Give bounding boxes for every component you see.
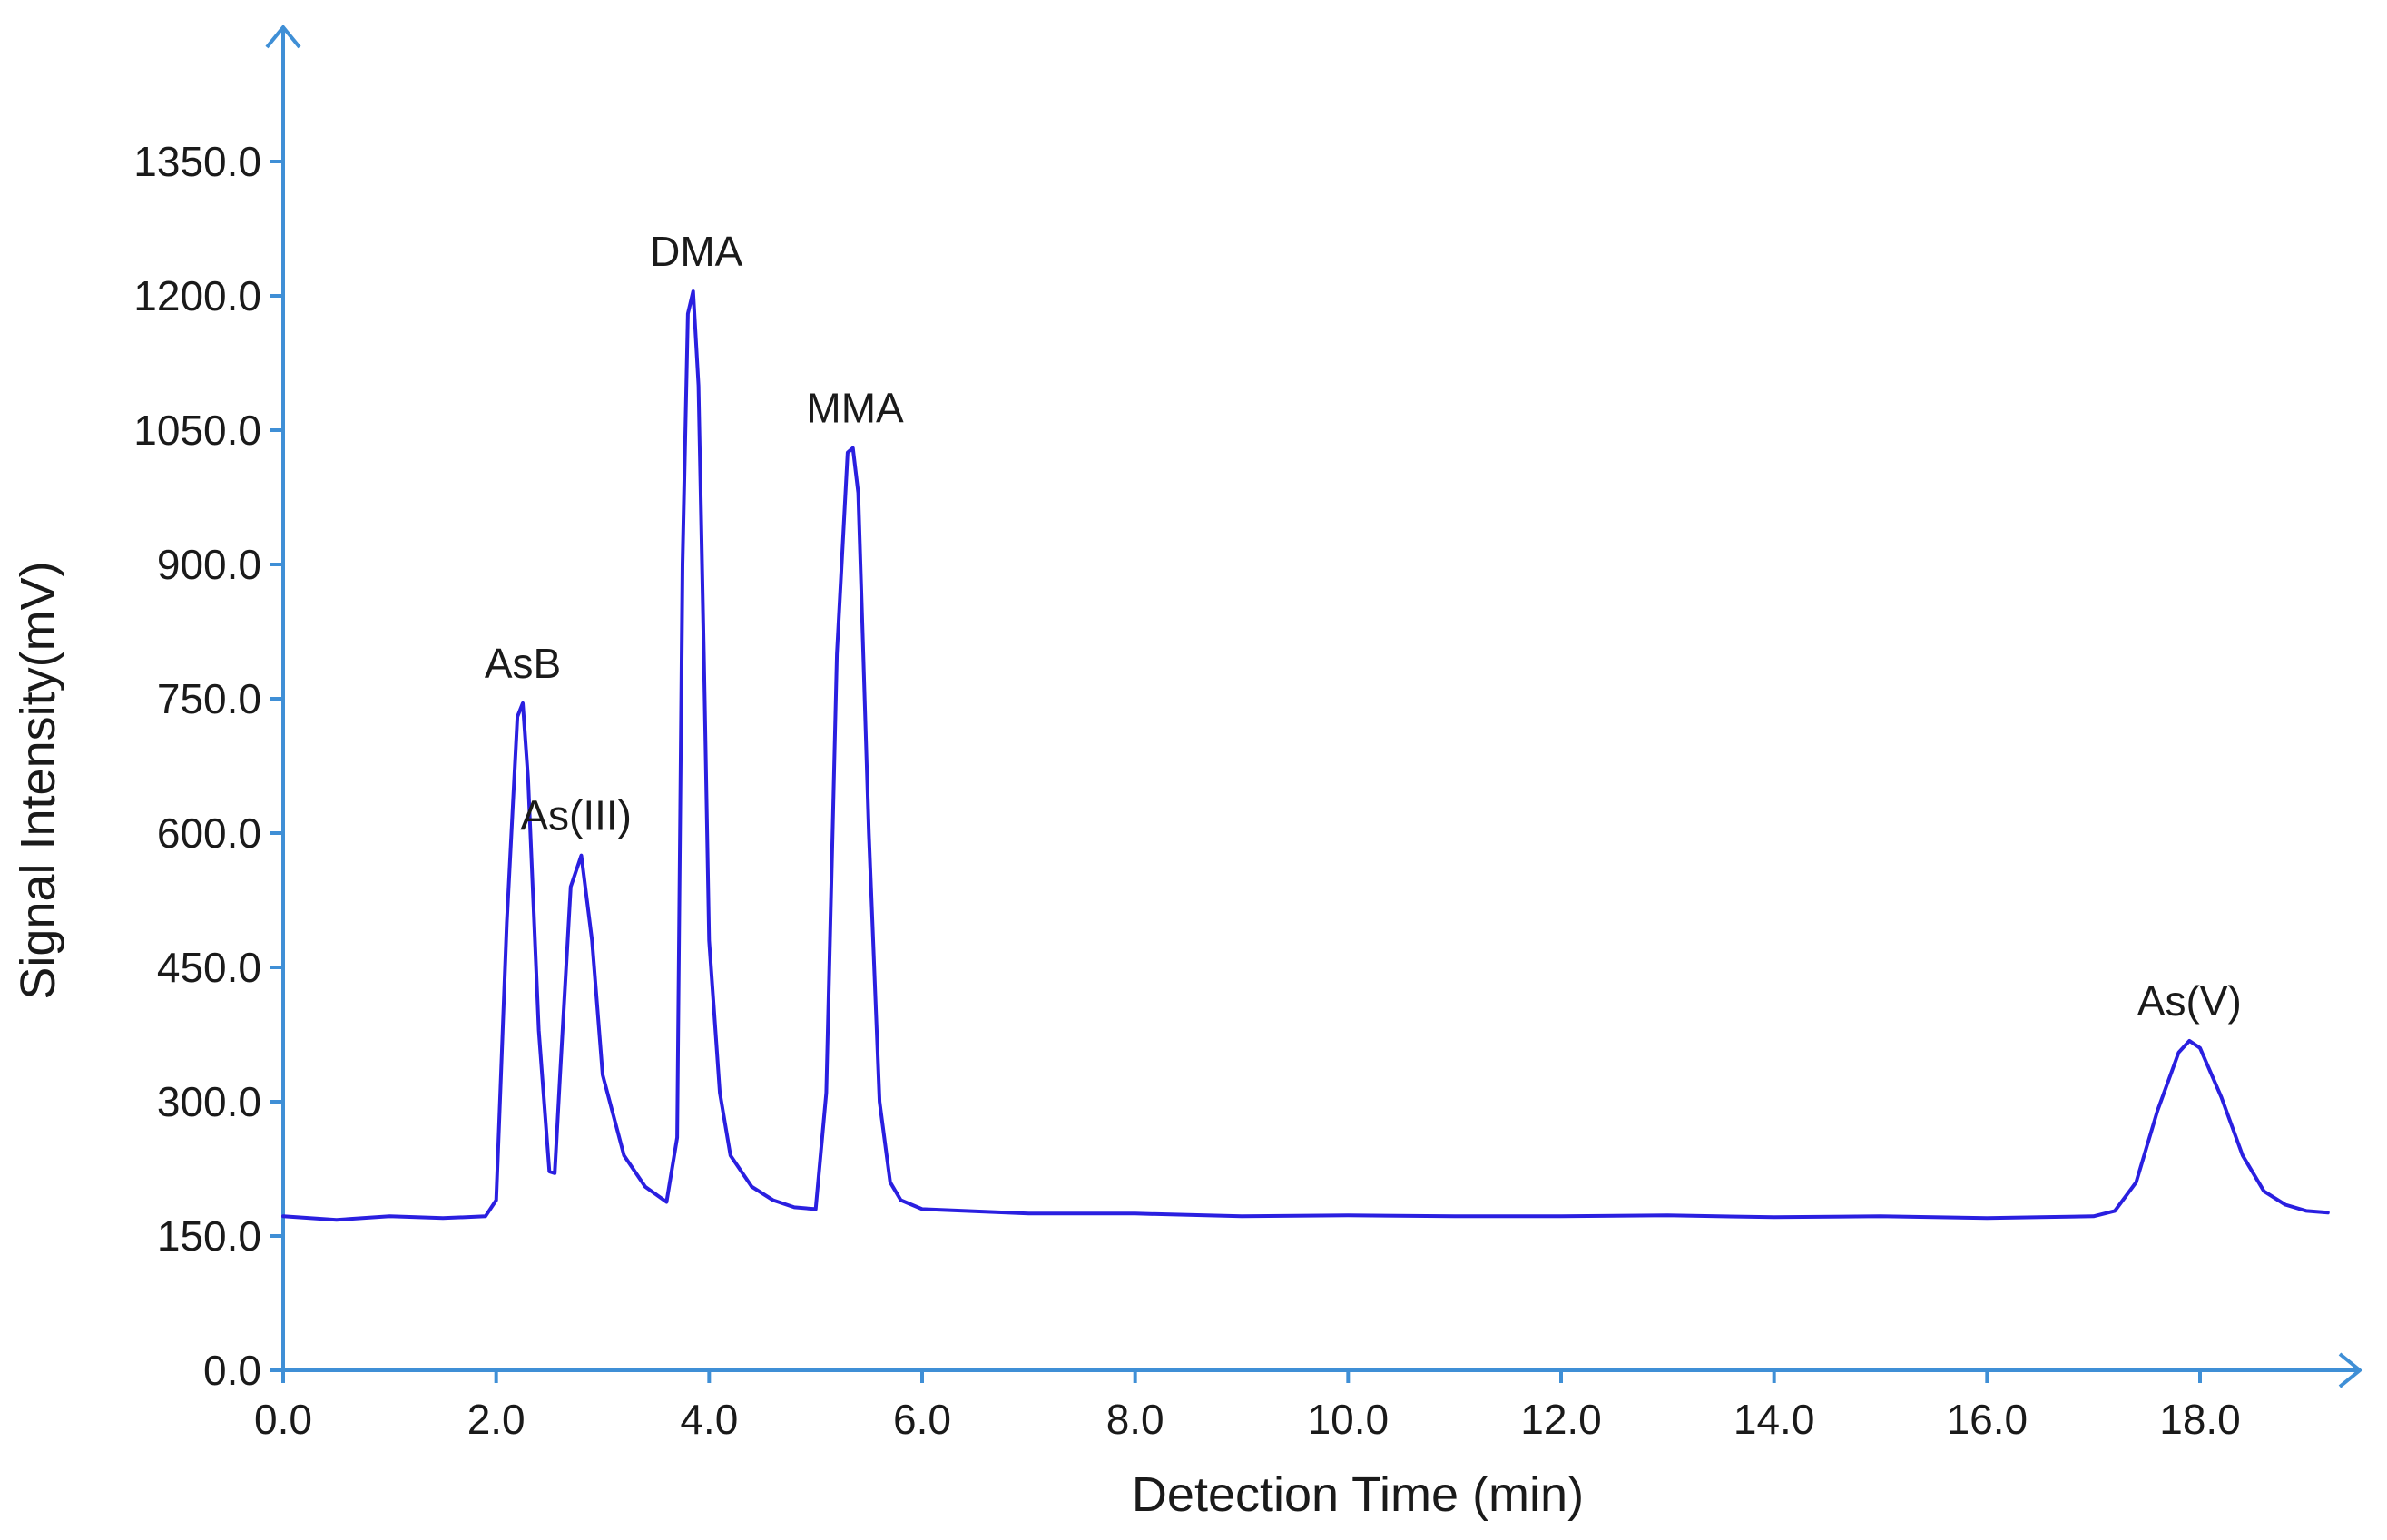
y-axis-arrow <box>265 24 301 49</box>
labels-layer: AsB As(III) DMA MMA As(V) <box>485 228 2242 1025</box>
peak-label: DMA <box>650 228 743 275</box>
peak-label: As(III) <box>520 792 632 839</box>
y-axis-title: Signal Intensity(mV) <box>11 561 65 999</box>
y-tick-label: 1050.0 <box>133 407 261 454</box>
x-tick-label: 2.0 <box>467 1396 526 1443</box>
peak-label: As(V) <box>2137 977 2242 1025</box>
y-tick-label: 1200.0 <box>133 272 261 319</box>
peak-label: MMA <box>806 385 904 432</box>
x-tick-label: 8.0 <box>1106 1396 1164 1443</box>
y-tick-label: 900.0 <box>157 541 261 588</box>
peak-label: AsB <box>485 640 561 687</box>
y-tick-label: 450.0 <box>157 944 261 991</box>
y-tick-label: 0.0 <box>203 1347 261 1394</box>
x-tick-label: 12.0 <box>1520 1396 1602 1443</box>
x-tick-label: 10.0 <box>1308 1396 1390 1443</box>
x-tick-label: 14.0 <box>1734 1396 1815 1443</box>
y-tick-label: 750.0 <box>157 675 261 722</box>
y-tick-label: 300.0 <box>157 1078 261 1125</box>
x-axis-title: Detection Time (min) <box>1132 1467 1584 1522</box>
line-layer <box>281 289 2330 1222</box>
y-tick-label: 1350.0 <box>133 138 261 185</box>
series-line-0 <box>281 289 2330 1222</box>
x-tick-label: 4.0 <box>680 1396 738 1443</box>
y-tick-label: 600.0 <box>157 809 261 857</box>
axes-layer <box>265 24 2363 1388</box>
x-tick-label: 16.0 <box>1947 1396 2028 1443</box>
x-tick-label: 0.0 <box>254 1396 312 1443</box>
y-tick-label: 150.0 <box>157 1212 261 1260</box>
x-axis-arrow <box>2338 1352 2363 1388</box>
x-tick-label: 6.0 <box>893 1396 951 1443</box>
ticks-layer: 0.0 150.0 300.0 450.0 600.0 750.0 900.0 1050.0 1… <box>133 138 2240 1443</box>
x-tick-label: 18.0 <box>2159 1396 2241 1443</box>
